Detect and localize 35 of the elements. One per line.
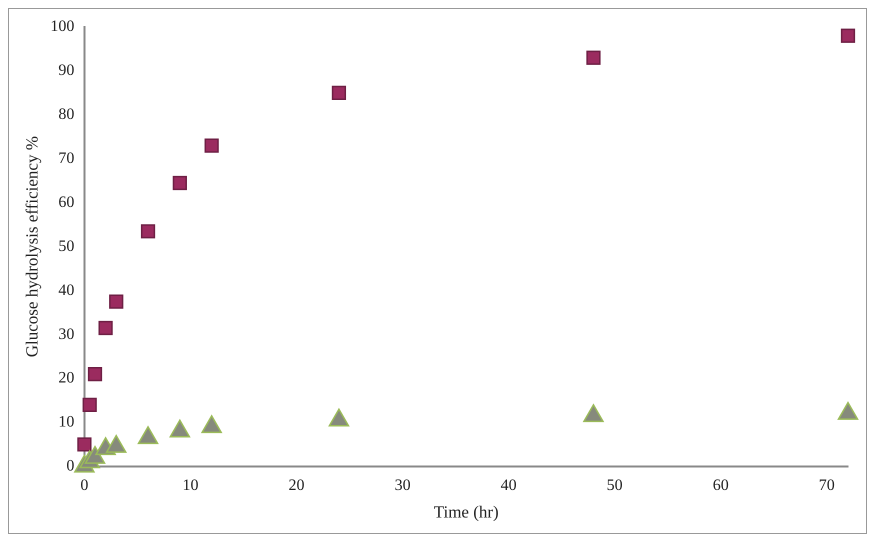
point xyxy=(328,408,350,427)
y-tick-label: 90 xyxy=(58,62,74,80)
y-axis-title: Glucose hydrolysis efficiency % xyxy=(22,136,42,358)
point xyxy=(84,446,106,464)
point xyxy=(583,404,604,422)
x-tick-label: 30 xyxy=(394,477,411,494)
point xyxy=(172,176,187,190)
y-tick-label: 80 xyxy=(58,106,74,124)
point xyxy=(838,402,858,420)
y-tick-label: 70 xyxy=(58,150,74,168)
y-tick-label: 10 xyxy=(58,414,74,431)
point xyxy=(332,86,346,100)
point xyxy=(201,415,222,434)
y-tick-label: 100 xyxy=(50,18,74,36)
x-tick-label: 10 xyxy=(182,477,198,494)
x-tick-label: 70 xyxy=(818,477,835,494)
y-tick-label: 50 xyxy=(58,238,74,255)
y-tick-label: 60 xyxy=(58,194,74,211)
y-tick-label: 20 xyxy=(58,370,74,387)
point xyxy=(106,434,126,453)
x-tick-label: 0 xyxy=(80,477,88,494)
x-tick-label: 50 xyxy=(606,477,623,494)
point xyxy=(840,28,856,43)
y-tick-label: 40 xyxy=(58,282,74,299)
point xyxy=(170,420,190,438)
point xyxy=(586,50,601,65)
point xyxy=(204,138,219,153)
point xyxy=(138,426,158,444)
y-tick-label: 30 xyxy=(58,326,74,343)
x-tick-label: 20 xyxy=(288,477,305,494)
point xyxy=(140,224,156,238)
x-axis-title: Time (hr) xyxy=(434,502,499,522)
x-tick-label: 60 xyxy=(712,477,729,494)
y-tick-label: 0 xyxy=(66,458,74,475)
x-tick-label: 40 xyxy=(500,477,517,494)
